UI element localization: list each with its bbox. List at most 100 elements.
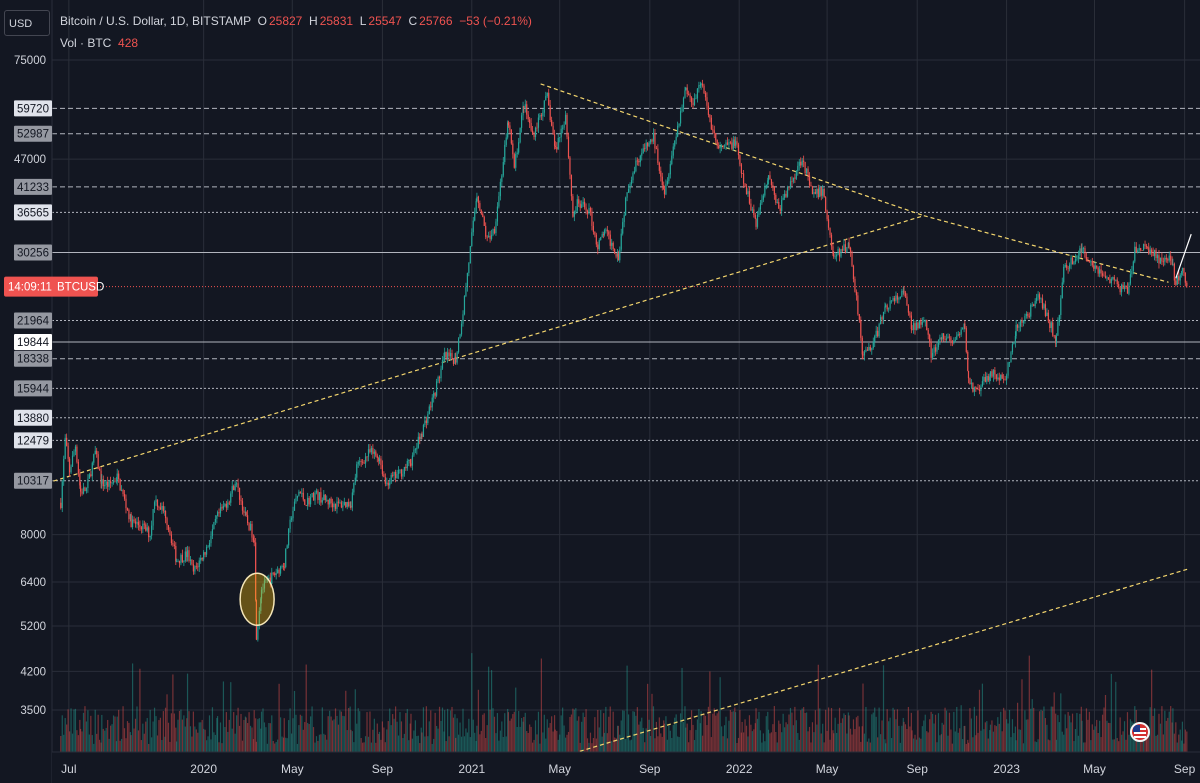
volume-bar (251, 727, 253, 752)
y-tick-label: 75000 (14, 55, 46, 67)
candle-body (820, 187, 822, 196)
volume-bar (479, 734, 481, 752)
volume-bar (1118, 741, 1120, 752)
candle-body (1081, 248, 1083, 253)
candle-body (101, 479, 103, 484)
volume-bar (781, 732, 783, 752)
candle-body (953, 340, 955, 344)
candle-body (1106, 277, 1108, 279)
candle-body (1142, 244, 1145, 251)
candle-body (290, 518, 293, 520)
volume-bar (459, 722, 461, 752)
volume-bar (649, 735, 652, 752)
candle-body (244, 512, 247, 514)
symbol-title[interactable]: Bitcoin / U.S. Dollar, 1D, BITSTAMP (60, 14, 251, 28)
volume-value: 428 (118, 36, 139, 50)
volume-bar (311, 706, 313, 752)
volume-bar (924, 714, 926, 752)
volume-bar (863, 733, 866, 752)
arrow-marker (1175, 233, 1192, 279)
volume-bar (126, 721, 129, 752)
volume-bar (761, 742, 763, 752)
candle-body (527, 114, 529, 120)
candle-body (1138, 248, 1140, 251)
candle-body (504, 144, 506, 163)
candle-body (669, 164, 671, 175)
candle-body (813, 192, 815, 195)
volume-bar (899, 742, 901, 752)
volume-bar (798, 739, 800, 752)
candle-body (1165, 257, 1167, 260)
candle-body (389, 482, 391, 486)
volume-label[interactable]: Vol · BTC (60, 36, 112, 50)
volume-bar (156, 735, 159, 752)
volume-bar (957, 732, 959, 752)
volume-bar (482, 714, 484, 752)
volume-bar (240, 713, 242, 752)
volume-bar (706, 725, 708, 752)
volume-bar (505, 736, 507, 752)
candle-body (609, 234, 611, 246)
candle-body (137, 521, 140, 526)
candle-body (88, 474, 90, 479)
volume-bar (320, 734, 322, 752)
candle-body (1010, 352, 1012, 363)
volume-bar (472, 719, 474, 752)
candle-body (386, 482, 388, 484)
candle-body (308, 497, 310, 505)
currency-button[interactable]: USD (4, 10, 50, 36)
volume-bar (536, 734, 538, 752)
volume-bar (1104, 694, 1107, 752)
level-label: 59720 (17, 103, 49, 115)
candle-body (197, 566, 199, 568)
us-flag-icon[interactable] (1130, 722, 1150, 742)
candle-body (678, 123, 680, 126)
volume-bar (784, 727, 786, 752)
candle-body (419, 436, 421, 440)
candle-body (1052, 322, 1054, 336)
candle-body (1084, 248, 1086, 258)
volume-bar (942, 724, 945, 752)
candle-body (829, 227, 831, 235)
volume-bar (648, 719, 650, 752)
volume-bar (600, 710, 602, 752)
level-label: 15944 (17, 383, 50, 395)
volume-bar (734, 712, 737, 752)
level-label: 36565 (17, 207, 49, 219)
candle-body (594, 231, 596, 235)
candle-body (989, 371, 992, 377)
level-label: 10317 (17, 476, 49, 488)
candle-body (1060, 298, 1062, 316)
candle-body (962, 328, 964, 330)
candle-body (930, 341, 932, 358)
volume-bar (158, 720, 160, 752)
volume-bar (152, 721, 154, 752)
volume-bar (74, 708, 77, 752)
candle-body (764, 187, 766, 196)
volume-bar (186, 673, 189, 752)
volume-bar (848, 715, 850, 752)
candle-body (329, 498, 331, 505)
volume-bar (301, 715, 303, 752)
candle-body (750, 203, 752, 211)
volume-bar (381, 721, 384, 752)
volume-bar (184, 726, 186, 752)
candle-body (340, 502, 342, 508)
candle-body (170, 534, 173, 544)
volume-bar (1064, 714, 1066, 752)
candle-body (390, 475, 392, 483)
candle-body (468, 263, 470, 274)
volume-bar (742, 732, 745, 752)
candle-body (441, 360, 444, 369)
volume-bar (1057, 715, 1059, 752)
volume-bar (230, 682, 232, 752)
candle-body (510, 129, 512, 144)
candle-body (447, 352, 449, 359)
volume-bar (1142, 740, 1145, 752)
volume-bar (719, 677, 721, 752)
candle-body (1053, 335, 1055, 337)
volume-bar (175, 741, 178, 752)
candle-body (376, 455, 378, 458)
candle-body (1176, 276, 1178, 285)
